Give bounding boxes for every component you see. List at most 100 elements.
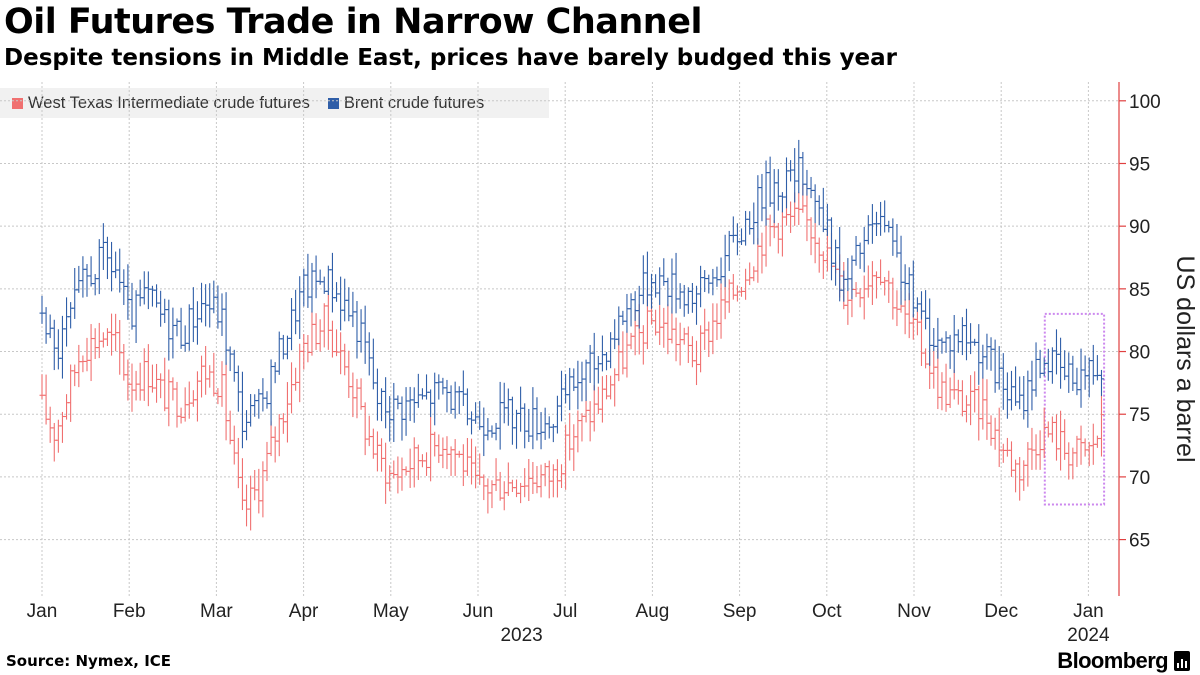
ohlc-bar	[329, 252, 335, 313]
ohlc-bar	[227, 346, 233, 372]
ohlc-bar	[1094, 435, 1100, 448]
ohlc-bar	[1033, 342, 1039, 397]
ohlc-bar	[464, 388, 470, 426]
ohlc-bar	[297, 343, 303, 403]
ohlc-bar	[804, 169, 810, 196]
x-tick-label: Mar	[200, 601, 233, 622]
chart-title: Oil Futures Trade in Narrow Channel	[4, 2, 702, 42]
ohlc-bar	[992, 339, 998, 393]
ohlc-bar	[358, 309, 364, 353]
ohlc-bar	[538, 412, 544, 450]
ohlc-bar	[452, 439, 458, 476]
ohlc-bar	[657, 267, 663, 305]
ohlc-bar	[68, 364, 74, 422]
ohlc-bar	[828, 217, 834, 281]
highlight-box	[1043, 312, 1106, 506]
ohlc-bar	[227, 410, 233, 445]
ohlc-bar	[963, 395, 969, 423]
ohlc-bar	[162, 357, 168, 412]
ohlc-bar	[894, 224, 900, 258]
ohlc-bar	[154, 363, 160, 403]
ohlc-bar	[559, 464, 565, 488]
y-tick-label: 90	[1129, 217, 1150, 238]
ohlc-bar	[444, 379, 450, 413]
ohlc-bar	[248, 394, 254, 427]
ohlc-bar	[947, 377, 953, 408]
ohlc-bar	[158, 290, 164, 327]
ohlc-bar	[440, 377, 446, 395]
ohlc-bar	[559, 370, 565, 422]
ohlc-bar	[399, 396, 405, 441]
ohlc-bar	[350, 291, 356, 328]
ohlc-bar	[460, 370, 466, 407]
ohlc-bar	[616, 306, 622, 346]
ohlc-bar	[763, 160, 769, 226]
ohlc-bar	[563, 424, 569, 490]
bloomberg-logo: Bloomberg	[1057, 648, 1190, 674]
y-tick-label: 80	[1129, 343, 1150, 364]
ohlc-bar	[620, 310, 626, 326]
ohlc-bar	[841, 270, 847, 302]
ohlc-bar	[636, 285, 642, 329]
ohlc-bar	[861, 226, 867, 273]
ohlc-bar	[923, 348, 929, 369]
ohlc-bar	[914, 297, 920, 312]
ohlc-bar	[755, 238, 761, 283]
ohlc-bar	[235, 365, 241, 412]
ohlc-bar	[591, 385, 597, 432]
ohlc-bar	[514, 479, 520, 498]
ohlc-bar	[379, 388, 385, 422]
x-tick-label: Jul	[553, 601, 577, 622]
x-tick-label: May	[373, 601, 409, 622]
ohlc-bar	[775, 222, 781, 254]
ohlc-bar	[943, 331, 949, 353]
ohlc-bar	[1078, 348, 1084, 408]
ohlc-bar	[706, 274, 712, 294]
ohlc-bar	[129, 363, 135, 412]
ohlc-bar	[190, 287, 196, 343]
ohlc-bar	[751, 266, 757, 282]
ohlc-bar	[485, 478, 491, 514]
ohlc-bar	[100, 332, 106, 348]
ohlc-bar	[391, 382, 397, 443]
ohlc-bar	[955, 329, 961, 353]
ohlc-bar	[673, 252, 679, 314]
ohlc-bar	[346, 350, 352, 399]
x-tick-label: Apr	[289, 601, 319, 622]
ohlc-bar	[158, 373, 164, 399]
ohlc-bar	[1066, 442, 1072, 480]
ohlc-bar	[92, 274, 98, 296]
ohlc-bar	[1008, 370, 1014, 411]
ohlc-bar	[951, 314, 957, 373]
ohlc-bar	[665, 277, 671, 307]
ohlc-bar	[436, 434, 442, 463]
ohlc-bar	[284, 382, 290, 443]
ohlc-bar	[640, 255, 646, 305]
ohlc-bar	[505, 462, 511, 497]
ohlc-bar	[1004, 372, 1010, 419]
x-tick-label: Jan	[27, 601, 58, 622]
ohlc-bar	[440, 437, 446, 469]
ohlc-bar	[1058, 337, 1064, 389]
ohlc-bar	[800, 151, 806, 196]
ohlc-bar	[113, 251, 119, 279]
ohlc-bar	[370, 338, 376, 390]
ohlc-bar	[1045, 421, 1051, 438]
ohlc-bar	[338, 276, 344, 331]
ohlc-bar	[775, 169, 781, 211]
x-tick-label: Jan	[1073, 601, 1104, 622]
ohlc-bar	[59, 315, 65, 379]
ohlc-bar	[788, 201, 794, 233]
ohlc-bar	[706, 321, 712, 357]
ohlc-bar	[219, 293, 225, 337]
ohlc-bar	[444, 436, 450, 470]
x-tick-label: Oct	[812, 601, 842, 622]
ohlc-bar	[526, 458, 532, 501]
ohlc-bar	[166, 299, 172, 361]
ohlc-bar	[980, 344, 986, 379]
ohlc-bar	[849, 255, 855, 300]
ohlc-bar	[260, 461, 266, 518]
x-tick-label: Jun	[463, 601, 494, 622]
ohlc-bar	[501, 382, 507, 424]
